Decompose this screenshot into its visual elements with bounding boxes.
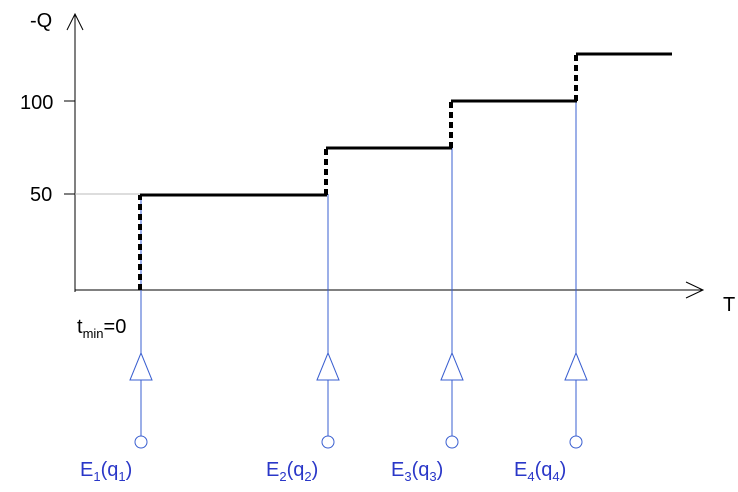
event-marker-2 [316, 351, 340, 449]
event-label-4: E4(q4) [514, 459, 566, 484]
circle-icon [445, 435, 459, 449]
event-lines [140, 101, 577, 353]
event-label-1: E1(q1) [80, 459, 132, 484]
y-tick-label-100: 100 [20, 92, 53, 114]
event-labels: E1(q1) E2(q2) E3(q3) E4(q4) [80, 459, 566, 484]
origin-label-sub: min [83, 326, 104, 341]
event-marker-1 [129, 351, 153, 449]
arrow-up-icon [316, 351, 340, 381]
y-tick-label-50: 50 [30, 184, 52, 206]
x-axis-arrow [685, 281, 705, 299]
arrow-up-icon [564, 351, 588, 381]
arrow-up-icon [129, 351, 153, 381]
circle-icon [321, 435, 335, 449]
origin-label: tmin=0 [77, 316, 126, 341]
x-axis-label: T [723, 294, 735, 316]
circle-icon [569, 435, 583, 449]
event-label-3: E3(q3) [391, 459, 443, 484]
y-axis-arrow [66, 12, 84, 31]
origin-label-rest: =0 [104, 316, 127, 338]
event-markers [129, 351, 588, 449]
event-marker-4 [564, 351, 588, 449]
origin-label-base: t [77, 316, 83, 338]
event-marker-3 [440, 351, 464, 449]
y-axis-label: -Q [30, 10, 52, 32]
step-function [138, 52, 672, 290]
event-label-2: E2(q2) [266, 459, 318, 484]
axes: -Q T 50 100 tmin=0 [20, 10, 735, 341]
circle-icon [134, 435, 148, 449]
arrow-up-icon [440, 351, 464, 381]
